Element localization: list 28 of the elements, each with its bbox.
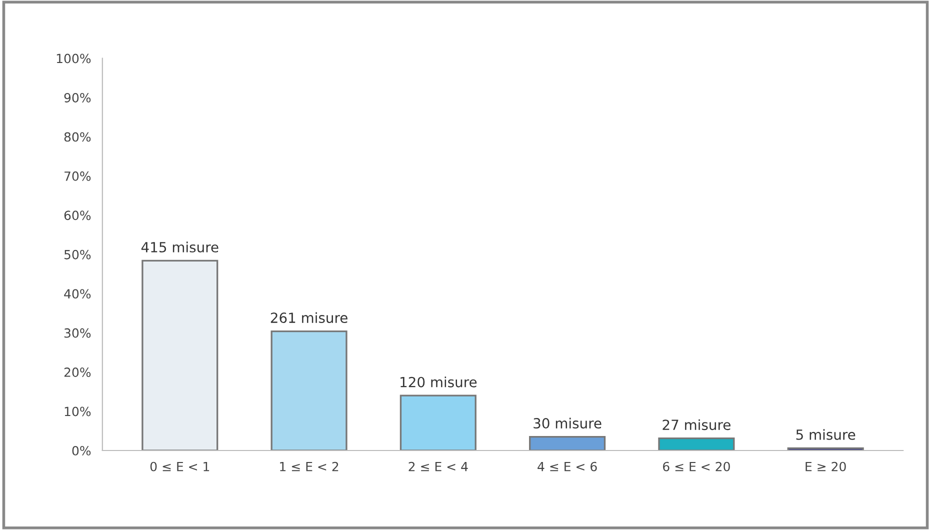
bar: [529, 436, 606, 450]
y-tick-label: 30%: [64, 328, 91, 338]
bar: [270, 330, 348, 450]
y-tick-label: 20%: [64, 368, 91, 377]
y-tick-label: 0%: [72, 446, 91, 456]
y-tick-label: 100%: [56, 54, 91, 64]
bar: [400, 394, 476, 450]
x-tick-label: 1 ≤ E < 2: [280, 462, 338, 472]
x-tick-label: 2 ≤ E < 4: [408, 462, 468, 472]
y-tick-label: 80%: [64, 132, 91, 142]
annotation: 27 misure: [662, 419, 730, 430]
annotation: 261 misure: [270, 312, 348, 324]
y-tick-label: 50%: [64, 250, 91, 260]
x-tick-label: 4 ≤ E < 6: [538, 462, 597, 472]
y-tick-label: 90%: [64, 92, 91, 102]
annotation: 30 misure: [534, 418, 602, 429]
y-tick-label: 10%: [64, 406, 91, 416]
x-tick-label: 6 ≤ E < 20: [663, 462, 730, 472]
y-tick-label: 70%: [64, 171, 91, 181]
annotation: 5 misure: [796, 429, 856, 440]
y-tick-label: 60%: [64, 210, 91, 220]
annotation: 120 misure: [400, 376, 477, 388]
x-tick-label: E ≥ 20: [806, 462, 846, 472]
y-tick-label: 40%: [64, 289, 91, 299]
x-tick-label: 0 ≤ E < 1: [150, 462, 210, 472]
annotation: 415 misure: [141, 242, 218, 252]
bar: [142, 260, 218, 450]
bar: [658, 438, 735, 450]
